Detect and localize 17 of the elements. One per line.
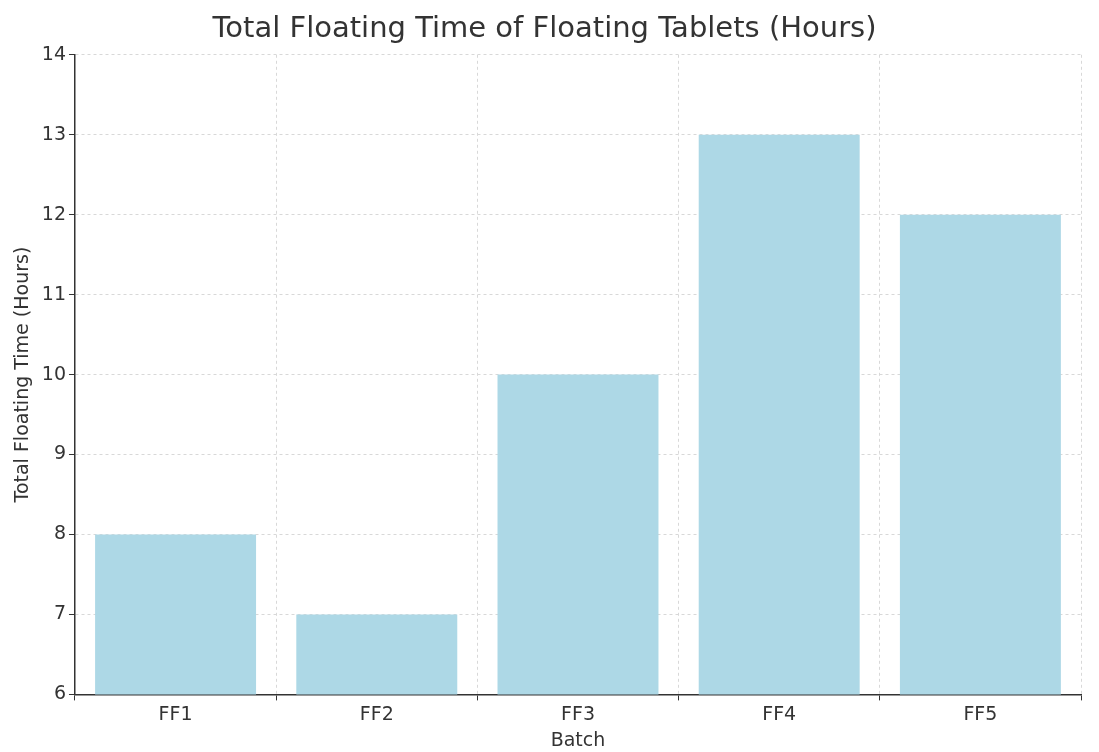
y-tick-label: 11 [41, 281, 66, 304]
x-axis-title: Batch [550, 727, 606, 750]
x-tick-label: FF2 [359, 701, 394, 724]
x-tick-label: FF5 [963, 701, 998, 724]
chart-title: Total Floating Time of Floating Tablets (Hours) [211, 9, 877, 44]
y-tick-label: 9 [53, 441, 66, 464]
y-tick-label: 13 [41, 121, 66, 144]
x-tick-label: FF1 [158, 701, 193, 724]
x-tick-label: FF3 [561, 701, 595, 724]
y-tick-label: 10 [41, 361, 66, 384]
y-tick-label: 14 [41, 41, 66, 64]
y-tick-label: 12 [41, 201, 66, 224]
y-tick-label: 7 [53, 601, 66, 624]
y-tick-label: 8 [53, 521, 66, 544]
y-tick-label: 6 [53, 681, 66, 704]
x-tick-label: FF4 [762, 701, 797, 724]
y-axis-title: Total Floating Time (Hours) [10, 246, 33, 504]
